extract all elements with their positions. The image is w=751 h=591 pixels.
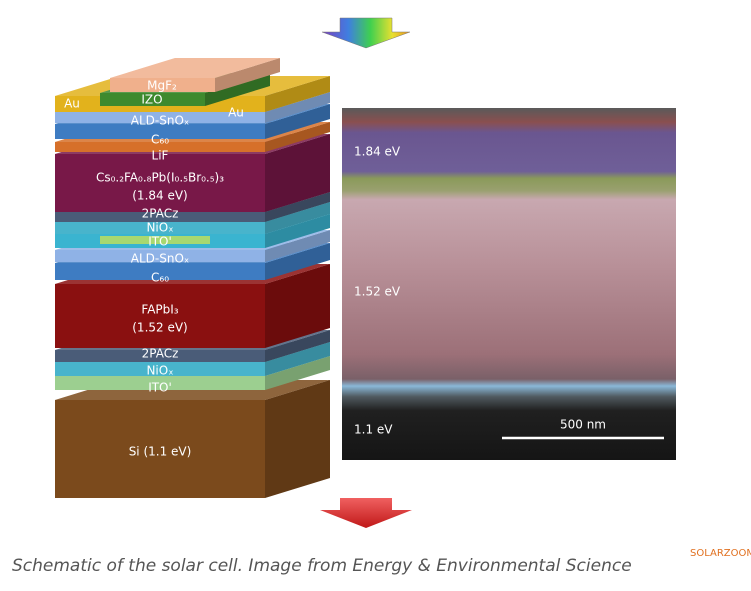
- layer-side-shade: [265, 76, 330, 112]
- layer-side: [265, 92, 330, 123]
- layer-side-shade: [205, 73, 270, 106]
- layer-front: [55, 212, 265, 222]
- layer-top: [110, 58, 280, 78]
- layer-label: Au: [64, 97, 80, 111]
- layer-side: [265, 230, 330, 262]
- layer-side-shade: [265, 342, 330, 376]
- layer-side: [265, 264, 330, 348]
- layer-label: ALD-SnOₓ: [131, 252, 189, 266]
- layer-label: IZO: [141, 93, 162, 107]
- micrograph: 500 nm 1.84 eV 1.52 eV 1.1 eV: [342, 108, 676, 460]
- layer-front: [55, 142, 265, 152]
- output-arrow: [320, 498, 412, 528]
- layer-side: [265, 76, 330, 112]
- layer-label: 2PACz: [142, 207, 179, 221]
- layer-side: [265, 192, 330, 222]
- layer-front: [55, 112, 265, 123]
- layer-label: ITO': [148, 381, 172, 395]
- layer-side: [265, 104, 330, 139]
- layer-label: 2PACz: [142, 347, 179, 361]
- band-label: 1.84 eV: [354, 145, 401, 159]
- layer-side-shade: [265, 356, 330, 390]
- layer-front: [55, 376, 265, 390]
- layer-side: [215, 58, 280, 92]
- layer-label: Si (1.1 eV): [129, 445, 192, 459]
- caption: Schematic of the solar cell. Image from …: [12, 556, 632, 576]
- layer-label: (1.52 eV): [132, 321, 188, 335]
- band-label: 1.52 eV: [354, 285, 401, 299]
- layer-front: [55, 154, 265, 212]
- layer-front: [55, 263, 265, 280]
- layer-side-shade: [265, 214, 330, 248]
- layer-side-shade: [265, 104, 330, 139]
- layer-label: C₆₀: [151, 271, 169, 285]
- layer-label: NiOₓ: [146, 364, 173, 378]
- layer-front: [55, 400, 265, 498]
- layer-side: [205, 73, 270, 106]
- layer-label: ITO': [148, 235, 172, 249]
- layer-label: NiOₓ: [146, 221, 173, 235]
- layer-front: [55, 350, 265, 362]
- layer-front: [110, 78, 215, 92]
- ito-pad: [100, 236, 210, 244]
- layer-side-shade: [265, 264, 330, 348]
- layer-side: [265, 330, 330, 362]
- layer-side-shade: [265, 134, 330, 212]
- layer-front: [55, 362, 265, 376]
- layer-side-shade: [265, 122, 330, 152]
- band-label: 1.1 eV: [354, 423, 393, 437]
- layer-side-shade: [265, 380, 330, 498]
- watermark: SOLARZOOM: [690, 548, 751, 559]
- layer-label: Cs₀.₂FA₀.₈Pb(I₀.₅Br₀.₅)₃: [96, 171, 224, 185]
- layer-side: [265, 342, 330, 376]
- layer-front: [55, 284, 265, 348]
- layer-label: ALD-SnOₓ: [131, 114, 189, 128]
- layer-side-shade: [265, 192, 330, 222]
- layer-side-shade: [265, 330, 330, 362]
- layer-side-shade: [265, 202, 330, 234]
- layer-top-shade: [110, 58, 280, 78]
- layer-side-shade: [265, 243, 330, 280]
- layer-label: C₆₀: [151, 133, 169, 147]
- layer-front: [100, 93, 205, 106]
- layer-side: [265, 134, 330, 212]
- layer-side: [265, 122, 330, 152]
- layer-front: [55, 124, 265, 139]
- layer-side-shade: [265, 230, 330, 262]
- layer-front: [55, 250, 265, 262]
- layer-label: Au: [228, 106, 244, 120]
- input-arrow: [321, 17, 411, 49]
- layer-label: (1.84 eV): [132, 189, 188, 203]
- layer-side-shade: [265, 92, 330, 123]
- scale-bar-label: 500 nm: [560, 418, 606, 432]
- layer-label: FAPbI₃: [141, 303, 178, 317]
- layer-side: [265, 380, 330, 498]
- layer-side: [265, 202, 330, 234]
- layer-side: [265, 243, 330, 280]
- layer-label: MgF₂: [147, 79, 177, 93]
- layer-side-shade: [215, 58, 280, 92]
- layer-side: [265, 214, 330, 248]
- layer-label: LiF: [152, 149, 169, 163]
- layer-front: [55, 222, 265, 234]
- layer-side: [265, 356, 330, 390]
